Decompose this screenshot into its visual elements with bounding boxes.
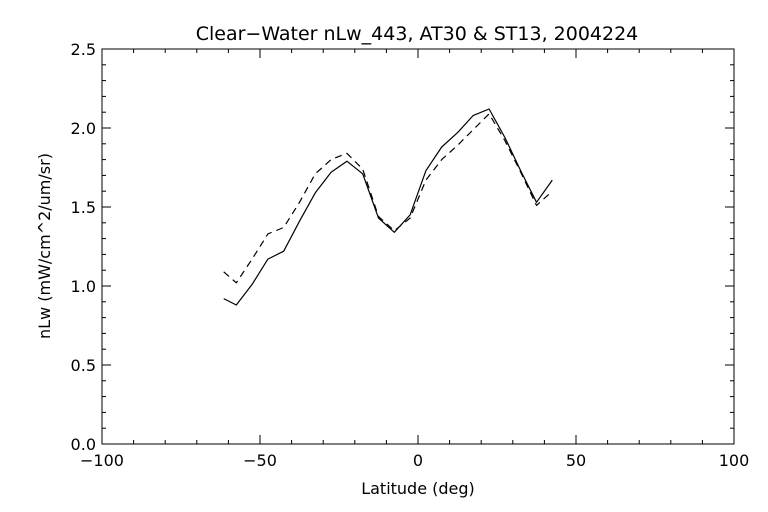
y-tick-label: 2.5 — [71, 40, 96, 59]
y-tick-label: 0.5 — [71, 356, 96, 375]
x-axis-label: Latitude (deg) — [361, 479, 475, 498]
x-tick-label: −50 — [243, 451, 277, 470]
y-tick-label: 1.0 — [71, 277, 96, 296]
y-axis-label: nLw (mW/cm^2/um/sr) — [35, 153, 54, 339]
x-tick-label: 50 — [566, 451, 586, 470]
y-tick-label: 1.5 — [71, 198, 96, 217]
x-tick-label: 0 — [413, 451, 423, 470]
plot-frame — [101, 48, 735, 445]
x-axis: −100 −50 0 50 100 — [80, 49, 749, 470]
x-tick-label: −100 — [80, 451, 124, 470]
chart-title: Clear−Water nLw_443, AT30 & ST13, 200422… — [196, 23, 639, 45]
series-line-solid — [223, 108, 553, 306]
y-tick-label: 2.0 — [71, 119, 96, 138]
x-tick-label: 100 — [719, 451, 750, 470]
y-axis: 0.0 0.5 1.0 1.5 2.0 2.5 — [71, 40, 734, 454]
series-group — [223, 108, 553, 306]
series-line-dashed — [223, 113, 553, 284]
y-tick-label: 0.0 — [71, 435, 96, 454]
